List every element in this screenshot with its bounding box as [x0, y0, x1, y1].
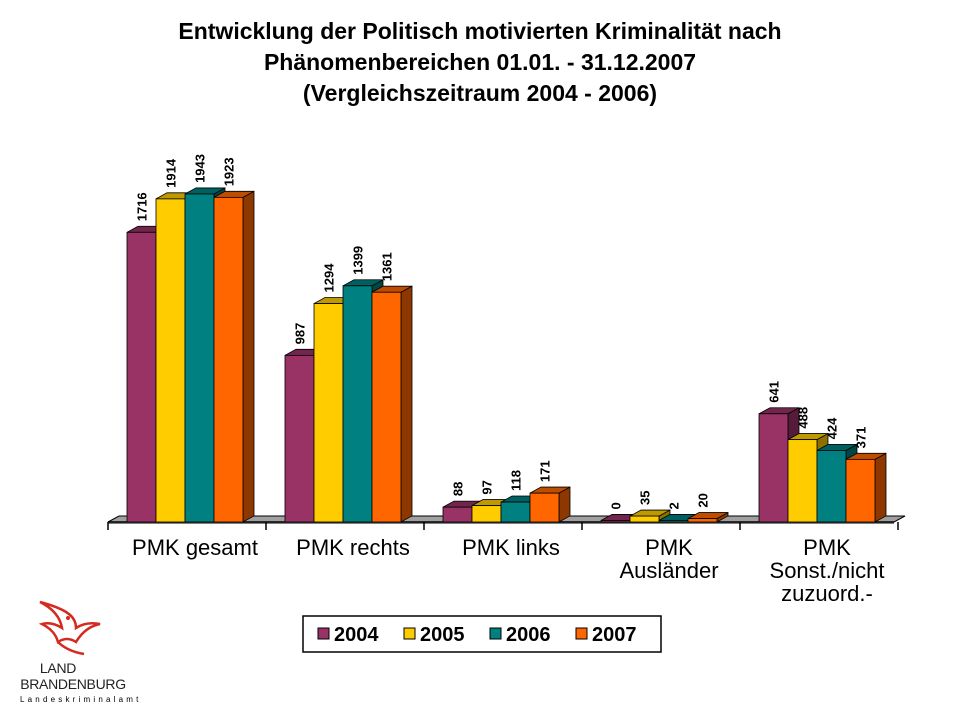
data-label-2004-4: 641: [767, 381, 782, 403]
bar-side: [242, 190, 255, 523]
bar-side: [874, 452, 887, 523]
bar-front: [313, 303, 344, 523]
bar-front: [529, 492, 560, 523]
bar-front: [658, 520, 689, 523]
bar-2007-4: [845, 452, 887, 523]
data-label-2004-2: 88: [451, 482, 466, 496]
bar-2007-2: [529, 486, 571, 523]
chart-title-line-2: Phänomenbereichen 01.01. - 31.12.2007: [263, 49, 697, 75]
data-label-2005-3: 35: [638, 491, 653, 505]
data-label-2006-1: 1399: [351, 246, 366, 275]
category-label-3: PMK: [645, 535, 693, 560]
bar-front: [213, 196, 244, 523]
logo-text-land: LAND: [39, 660, 77, 676]
bar-front: [371, 291, 402, 523]
legend-label-2004: 2004: [334, 624, 379, 646]
data-label-2007-1: 1361: [380, 252, 395, 281]
bar-side: [400, 285, 413, 523]
bar-front: [787, 439, 818, 523]
data-label-2005-0: 1914: [164, 158, 179, 188]
legend-label-2006: 2006: [506, 624, 551, 646]
data-label-2004-0: 1716: [135, 192, 150, 221]
legend-swatch-2006: [489, 627, 502, 640]
logo-text-brandenburg: BRANDENBURG: [20, 676, 126, 692]
bar-2007-3: [687, 511, 729, 523]
bar-front: [342, 285, 373, 523]
eagle-icon: [38, 600, 101, 656]
legend-swatch-2005: [403, 627, 416, 640]
legend-swatch-2007: [575, 627, 588, 640]
chart-title: Entwicklung der Politisch motivierten Kr…: [0, 16, 960, 109]
data-label-2005-4: 488: [796, 407, 811, 429]
bar-front: [442, 506, 473, 523]
bar-front: [816, 450, 847, 523]
legend: 2004 2005 2006 2007: [302, 615, 662, 653]
logo-text-landeskriminalamt: Landeskriminalamt: [20, 695, 142, 704]
bar-front: [687, 518, 718, 523]
bar-front: [600, 520, 631, 523]
legend-swatch-2004: [317, 627, 330, 640]
category-label-3: Ausländer: [619, 558, 718, 583]
data-label-2005-1: 1294: [322, 263, 337, 293]
bar-front: [845, 458, 876, 523]
bar-front: [758, 413, 789, 523]
bar-front: [471, 505, 502, 523]
category-label-4: zuzuord.-: [781, 581, 873, 606]
category-label-1: PMK rechts: [296, 535, 410, 560]
legend-box: [302, 615, 662, 653]
chart-title-line-3: (Vergleichszeitraum 2004 - 2006): [302, 80, 658, 106]
chart-title-line-1: Entwicklung der Politisch motivierten Kr…: [178, 18, 782, 44]
bar-2007-0: [213, 190, 255, 523]
data-label-2007-4: 371: [854, 427, 869, 449]
data-label-2007-2: 171: [538, 460, 553, 482]
data-label-2004-3: 0: [609, 502, 624, 509]
data-label-2006-4: 424: [825, 417, 840, 439]
data-label-2007-0: 1923: [222, 157, 237, 186]
data-label-2006-2: 118: [509, 470, 524, 491]
bar-front: [500, 501, 531, 523]
chart-floor-edge: [108, 522, 894, 524]
data-label-2004-1: 987: [293, 323, 308, 345]
bar-front: [155, 198, 186, 523]
legend-label-2005: 2005: [420, 624, 465, 646]
category-label-2: PMK links: [462, 535, 560, 560]
bar-front: [184, 193, 215, 523]
brandenburg-logo: LAND BRANDENBURG Landeskriminalamt: [18, 598, 148, 708]
legend-label-2007: 2007: [592, 624, 637, 646]
data-label-2007-3: 20: [696, 493, 711, 507]
category-label-4: Sonst./nicht: [770, 558, 885, 583]
data-label-2005-2: 97: [480, 480, 495, 494]
bar-front: [126, 231, 157, 523]
data-label-2006-0: 1943: [193, 154, 208, 183]
bar-front: [629, 515, 660, 523]
category-label-0: PMK gesamt: [132, 535, 258, 560]
bar-2007-1: [371, 285, 413, 523]
data-label-2006-3: 2: [667, 502, 682, 509]
bar-front: [284, 354, 315, 523]
category-label-4: PMK: [803, 535, 851, 560]
